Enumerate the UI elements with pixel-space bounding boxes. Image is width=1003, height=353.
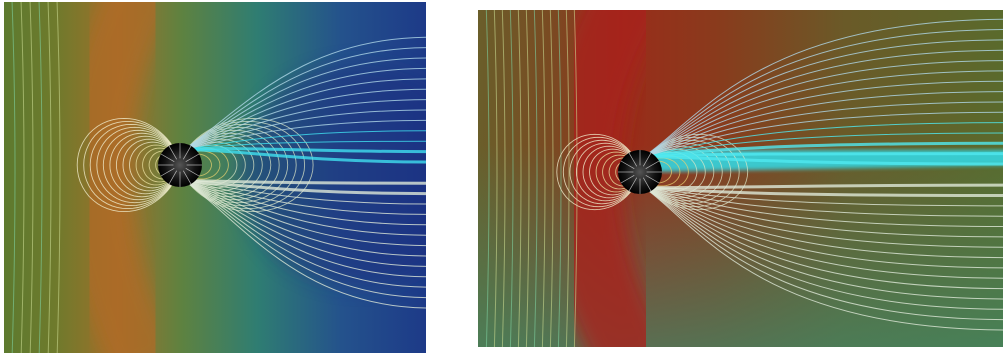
left-panel	[4, 0, 480, 353]
right-panel	[478, 0, 1003, 353]
screenshot	[0, 0, 1003, 353]
tail-region	[240, 65, 480, 285]
